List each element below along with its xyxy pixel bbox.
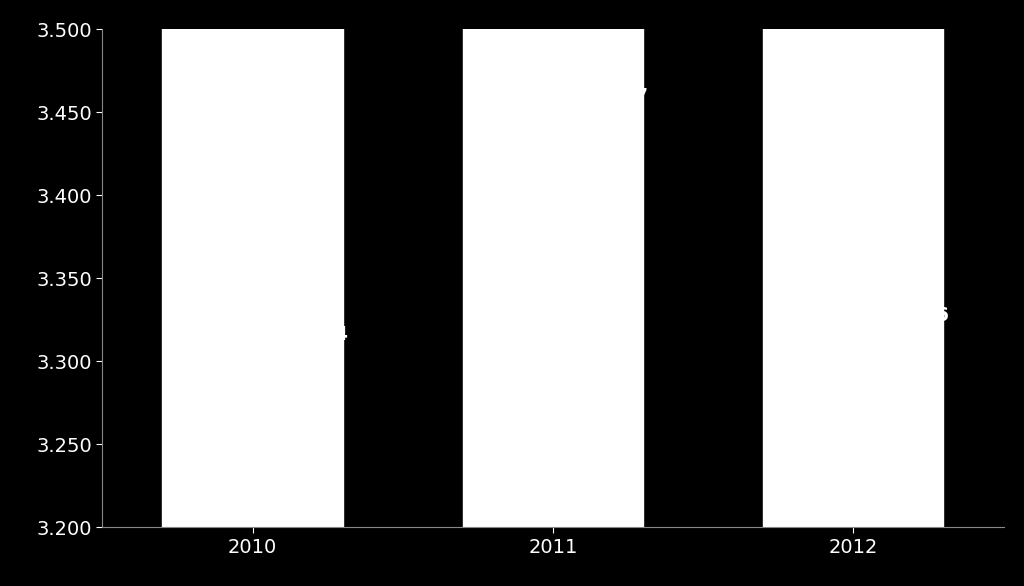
Text: 3.319,96: 3.319,96 xyxy=(853,306,949,325)
Text: 3.308,64: 3.308,64 xyxy=(253,325,348,344)
Bar xyxy=(763,0,943,527)
Bar xyxy=(463,0,643,527)
Bar xyxy=(163,0,343,527)
Text: 3.452,07: 3.452,07 xyxy=(553,87,649,105)
